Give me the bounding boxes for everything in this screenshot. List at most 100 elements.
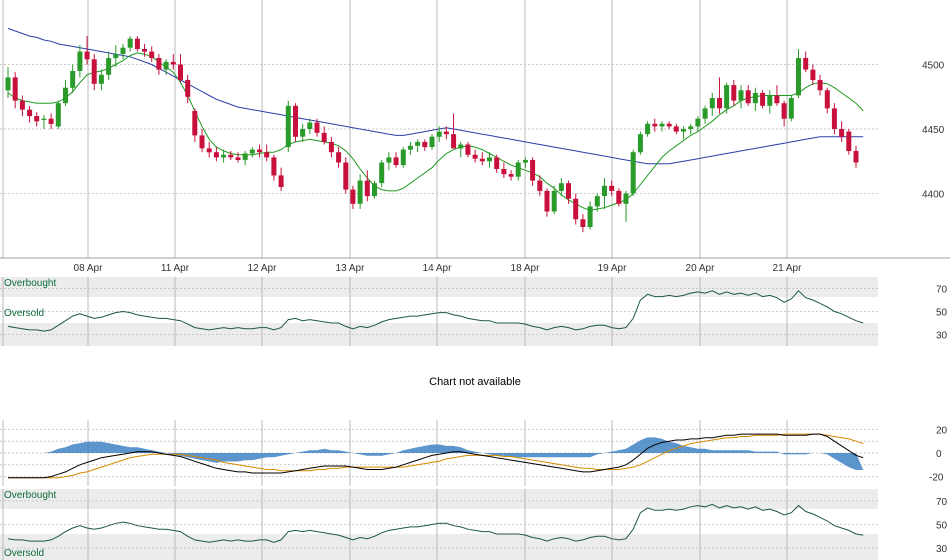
candle-body — [393, 157, 399, 166]
candle-body — [192, 110, 198, 136]
candle-body — [745, 90, 751, 104]
candle-body — [566, 183, 571, 199]
candle-body — [551, 190, 557, 212]
oscillator-2-line — [7, 503, 864, 543]
date-tick-label: 20 Apr — [686, 263, 716, 274]
long-moving-average-line — [7, 27, 864, 165]
oscillator-chart-1: 30 50 70 Overbought Oversold — [0, 277, 948, 346]
candle-body — [537, 180, 543, 191]
oscillator-1-background — [0, 277, 878, 346]
oscillator-tick-label: 70 — [936, 285, 948, 296]
candle-body — [774, 95, 780, 104]
date-tick-label: 14 Apr — [423, 263, 453, 274]
candle-body — [817, 80, 823, 91]
candle-body — [522, 160, 528, 163]
price-chart: 4400 4450 4500 08 Apr 11 Apr 12 Apr 13 Apr 14 … — [0, 0, 950, 274]
candle-body — [199, 135, 205, 149]
candle-body — [623, 193, 629, 204]
candle-body — [824, 90, 830, 109]
candle-body — [717, 98, 722, 109]
oscillator-path — [7, 290, 864, 332]
candle-body — [249, 149, 255, 154]
candle-body — [163, 61, 169, 70]
macd-tick-label: -20 — [929, 473, 944, 484]
long-moving-average-path — [7, 27, 864, 165]
candle-body — [185, 80, 191, 97]
candle-body — [796, 58, 801, 96]
candle-body — [242, 153, 248, 160]
candle-body — [77, 51, 83, 71]
oscillator-2-gridlines — [0, 489, 878, 560]
candle-body — [19, 100, 25, 110]
chart-not-available-message: Chart not available — [429, 376, 521, 388]
candle-body — [587, 206, 593, 227]
candle-body — [803, 58, 809, 70]
candle-body — [709, 98, 715, 109]
candle-body — [558, 183, 564, 191]
oscillator-tick-label: 50 — [936, 521, 948, 532]
candle-body — [41, 118, 47, 120]
candle-body — [156, 58, 162, 70]
candle-body — [846, 131, 852, 151]
price-tick-label: 4500 — [922, 61, 945, 72]
candle-body — [364, 180, 370, 197]
candle-body — [594, 196, 600, 207]
candle-body — [142, 49, 147, 52]
candle-body — [5, 77, 11, 91]
candle-body — [221, 154, 227, 158]
candle-body — [831, 108, 837, 129]
candle-body — [645, 123, 651, 135]
candle-body — [738, 90, 744, 101]
candle-body — [487, 157, 492, 162]
candle-body — [407, 145, 413, 150]
candle-body — [336, 152, 342, 163]
candle-body — [372, 183, 377, 197]
price-y-axis: 4400 4450 4500 — [922, 61, 945, 201]
oversold-zone — [0, 534, 878, 560]
candle-body — [314, 122, 320, 133]
candle-body — [70, 71, 76, 88]
candle-body — [285, 105, 291, 148]
candle-body — [602, 185, 607, 197]
candle-body — [544, 190, 550, 212]
overbought-label: Overbought — [4, 278, 56, 289]
candle-body — [264, 152, 270, 158]
candle-body — [91, 59, 97, 84]
candle-body — [788, 98, 794, 119]
candle-body — [630, 152, 636, 194]
oscillator-chart-2: 30 50 70 Overbought Oversold — [0, 489, 948, 560]
candle-body — [134, 38, 140, 49]
oscillator-1-line — [7, 290, 864, 332]
oscillator-tick-label: 30 — [936, 331, 948, 342]
candle-body — [494, 157, 500, 169]
oscillator-2-y-axis: 30 50 70 — [936, 497, 948, 555]
candle-body — [293, 105, 298, 137]
oversold-label: Oversold — [4, 548, 44, 559]
candle-body — [127, 38, 133, 48]
date-tick-label: 21 Apr — [773, 263, 803, 274]
overbought-label: Overbought — [4, 490, 56, 501]
candle-body — [170, 61, 176, 65]
oversold-label: Oversold — [4, 308, 44, 319]
candle-body — [465, 144, 471, 155]
macd-histogram-area — [8, 437, 864, 470]
candle-body — [271, 157, 277, 176]
candle-body — [120, 47, 126, 55]
candle-body — [27, 109, 33, 117]
candle-body — [688, 126, 694, 129]
candle-body — [681, 129, 686, 132]
candle-body — [63, 87, 68, 104]
candle-body — [839, 129, 845, 137]
candle-body — [34, 116, 40, 122]
candle-body — [637, 134, 643, 153]
candle-body — [228, 154, 234, 158]
candle-body — [206, 148, 212, 153]
candle-body — [357, 180, 363, 204]
candle-body — [652, 123, 658, 127]
candle-body — [55, 103, 61, 127]
candle-body — [609, 185, 615, 191]
candle-body — [328, 141, 334, 153]
candle-body — [443, 131, 449, 135]
candle-body — [508, 174, 514, 177]
candle-body — [752, 92, 758, 104]
